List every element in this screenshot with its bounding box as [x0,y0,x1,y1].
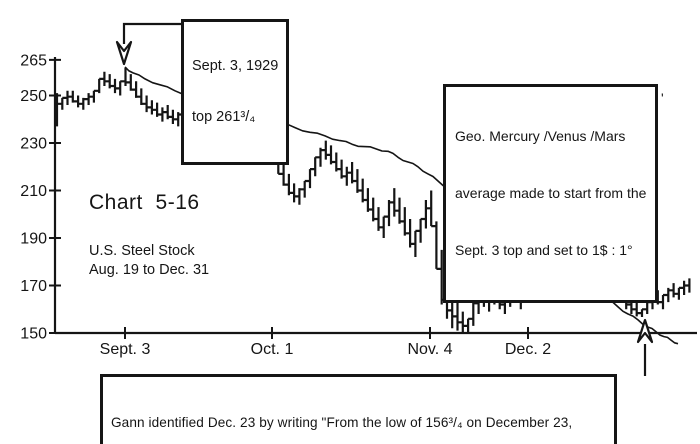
annotation-box-planetary-average: Geo. Mercury /Venus /Mars average made t… [443,84,659,303]
annotation-box-sept3-top: Sept. 3, 1929 top 261³/₄ [181,19,290,165]
y-axis-label: 150 [20,326,47,343]
sept3-pointer [115,22,183,66]
chart-title: Chart 5-16 [89,191,200,214]
down-arrow-icon [115,40,133,66]
annotation-line: average made to start from the [455,185,647,201]
dec23-pointer [636,318,654,376]
annotation-box-dec23-gann: Gann identified Dec. 23 by writing "From… [100,374,617,444]
chart-subtitle-stock: U.S. Steel Stock [89,243,195,259]
y-axis-label: 250 [20,88,47,105]
annotation-line: Sept. 3 top and set to 1$ : 1° [455,242,633,258]
y-axis-label: 265 [20,52,47,69]
y-axis-label: 190 [20,231,47,248]
y-axis-label: 210 [20,183,47,200]
y-axis-labels: 265 250 230 210 190 170 150 [20,52,61,343]
scan-stray-mark: ' [661,90,664,106]
y-axis-label: 230 [20,136,47,153]
annotation-line: Gann identified Dec. 23 by writing "From… [111,415,573,430]
x-axis-label: Oct. 1 [251,341,294,358]
up-arrow-icon [636,318,654,344]
x-axis-label: Nov. 4 [407,341,452,358]
chart-subtitle-daterange: Aug. 19 to Dec. 31 [89,262,210,278]
annotation-line: Sept. 3, 1929 [192,58,279,74]
x-axis-labels: Sept. 3 Oct. 1 Nov. 4 Dec. 2 [100,327,551,358]
x-axis-label: Dec. 2 [505,341,551,358]
annotation-line: top 261³/₄ [192,109,256,125]
annotation-line: Geo. Mercury /Venus /Mars [455,128,626,144]
axes [53,57,697,335]
x-axis-label: Sept. 3 [100,341,151,358]
y-axis-label: 170 [20,278,47,295]
